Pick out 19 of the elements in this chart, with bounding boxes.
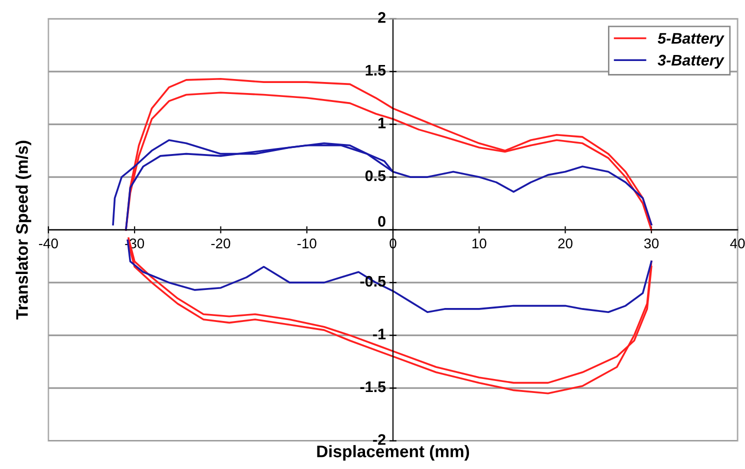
y-tick-label: 0 <box>378 216 386 227</box>
x-tick-label: 40 <box>730 238 745 248</box>
y-tick-label: 0.5 <box>365 170 386 182</box>
y-tick-label: 2 <box>378 12 386 23</box>
legend-label: 5-Battery <box>658 33 724 47</box>
y-tick-label: -1.5 <box>360 382 386 392</box>
y-tick-label: 1 <box>378 118 386 128</box>
x-axis-title: Displacement (mm) <box>317 445 470 461</box>
x-tick-label: -10 <box>297 238 316 248</box>
x-tick-label: 20 <box>558 238 572 248</box>
x-tick-label: -20 <box>211 238 230 248</box>
x-tick-label: 30 <box>644 238 659 248</box>
y-tick-label: 1.5 <box>366 64 386 76</box>
y-axis-title: Translator Speed (m/s) <box>16 140 32 320</box>
y-tick-label: -1 <box>373 328 386 340</box>
legend-label: 3-Battery <box>658 54 724 69</box>
x-tick-label: -40 <box>39 238 58 248</box>
x-tick-label: 10 <box>472 238 486 248</box>
y-tick-label: -2 <box>373 434 386 445</box>
